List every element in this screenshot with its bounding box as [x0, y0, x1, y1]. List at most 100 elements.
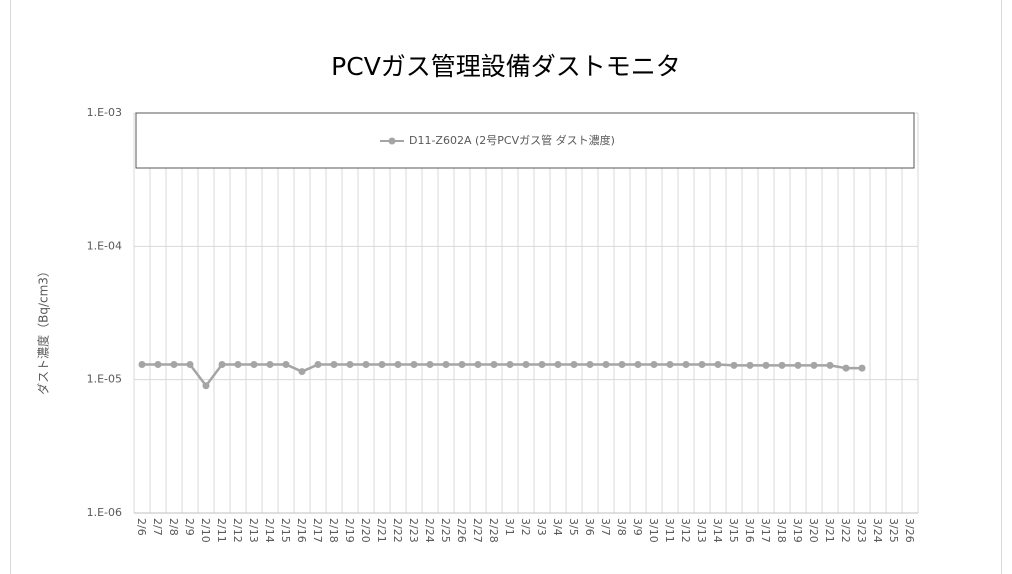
x-tick-label: 2/15: [279, 518, 292, 543]
data-point: [154, 360, 162, 368]
x-tick-label: 2/19: [343, 518, 356, 543]
x-tick-label: 2/16: [295, 518, 308, 543]
data-point: [522, 360, 530, 368]
chart-frame: [10, 0, 1002, 574]
data-point: [442, 360, 450, 368]
x-tick-label: 3/21: [823, 518, 836, 543]
data-point: [506, 360, 514, 368]
data-point: [586, 360, 594, 368]
x-tick-label: 3/6: [583, 518, 596, 536]
x-tick-label: 3/15: [727, 518, 740, 543]
y-tick-label: 1.E-06: [87, 506, 122, 519]
x-tick-label: 2/23: [407, 518, 420, 543]
x-tick-label: 3/7: [599, 518, 612, 536]
x-tick-label: 3/17: [759, 518, 772, 543]
data-point: [474, 360, 482, 368]
x-tick-label: 3/16: [743, 518, 756, 543]
x-tick-label: 2/26: [455, 518, 468, 543]
x-tick-label: 3/2: [519, 518, 532, 536]
x-tick-label: 3/23: [855, 518, 868, 543]
x-tick-label: 3/12: [679, 518, 692, 543]
data-point: [490, 360, 498, 368]
data-point: [218, 360, 226, 368]
data-point: [266, 360, 274, 368]
x-tick-label: 2/17: [311, 518, 324, 543]
data-point: [234, 360, 242, 368]
data-point: [714, 360, 722, 368]
x-tick-label: 3/13: [695, 518, 708, 543]
data-point: [666, 360, 674, 368]
data-point: [330, 360, 338, 368]
y-tick-label: 1.E-05: [87, 373, 122, 386]
x-tick-label: 3/20: [807, 518, 820, 543]
data-point: [698, 360, 706, 368]
x-tick-label: 3/19: [791, 518, 804, 543]
x-tick-label: 2/8: [167, 518, 180, 536]
x-tick-label: 3/25: [887, 518, 900, 543]
data-point: [410, 360, 418, 368]
data-point: [282, 360, 290, 368]
legend-box: [135, 112, 915, 169]
data-point: [618, 360, 626, 368]
data-point: [810, 361, 818, 369]
data-point: [362, 360, 370, 368]
data-point: [650, 360, 658, 368]
data-point: [170, 360, 178, 368]
data-point: [426, 360, 434, 368]
chart-title: PCVガス管理設備ダストモニタ: [331, 52, 681, 81]
y-tick-label: 1.E-03: [87, 106, 122, 119]
x-tick-label: 2/12: [231, 518, 244, 543]
data-point: [250, 360, 258, 368]
x-tick-label: 2/21: [375, 518, 388, 543]
x-tick-label: 2/22: [391, 518, 404, 543]
data-point: [202, 382, 210, 390]
x-tick-label: 3/26: [903, 518, 916, 543]
x-tick-label: 2/24: [423, 518, 436, 543]
x-tick-label: 3/3: [535, 518, 548, 536]
data-point: [186, 360, 194, 368]
x-tick-label: 3/4: [551, 518, 564, 536]
data-point: [458, 360, 466, 368]
data-point: [826, 361, 834, 369]
data-point: [730, 361, 738, 369]
data-point: [394, 360, 402, 368]
data-point: [602, 360, 610, 368]
x-tick-label: 2/28: [487, 518, 500, 543]
x-tick-label: 2/13: [247, 518, 260, 543]
x-tick-label: 2/9: [183, 518, 196, 536]
x-tick-label: 3/5: [567, 518, 580, 536]
legend-label: D11-Z602A (2号PCVガス管 ダスト濃度): [409, 133, 615, 147]
x-tick-label: 3/8: [615, 518, 628, 536]
x-tick-label: 3/14: [711, 518, 724, 543]
data-point: [378, 360, 386, 368]
x-tick-label: 2/25: [439, 518, 452, 543]
x-tick-label: 3/24: [871, 518, 884, 543]
data-point: [634, 360, 642, 368]
data-point: [682, 360, 690, 368]
x-tick-label: 3/22: [839, 518, 852, 543]
x-tick-label: 2/10: [199, 518, 212, 543]
data-point: [570, 360, 578, 368]
data-point: [298, 368, 306, 376]
x-tick-label: 2/6: [135, 518, 148, 536]
x-tick-label: 2/20: [359, 518, 372, 543]
data-point: [842, 364, 850, 372]
data-point: [794, 361, 802, 369]
x-tick-label: 2/11: [215, 518, 228, 543]
data-point: [346, 360, 354, 368]
legend-marker: [388, 137, 396, 145]
x-tick-label: 3/11: [663, 518, 676, 543]
data-point: [314, 360, 322, 368]
data-point: [138, 360, 146, 368]
data-point: [538, 360, 546, 368]
x-tick-label: 3/18: [775, 518, 788, 543]
x-tick-label: 3/1: [503, 518, 516, 536]
x-tick-label: 3/10: [647, 518, 660, 543]
x-tick-label: 2/27: [471, 518, 484, 543]
data-point: [858, 364, 866, 372]
x-tick-label: 2/7: [151, 518, 164, 536]
data-point: [746, 361, 754, 369]
y-axis-label: ダスト濃度（Bq/cm3）: [36, 265, 51, 395]
series-line: [142, 363, 862, 388]
